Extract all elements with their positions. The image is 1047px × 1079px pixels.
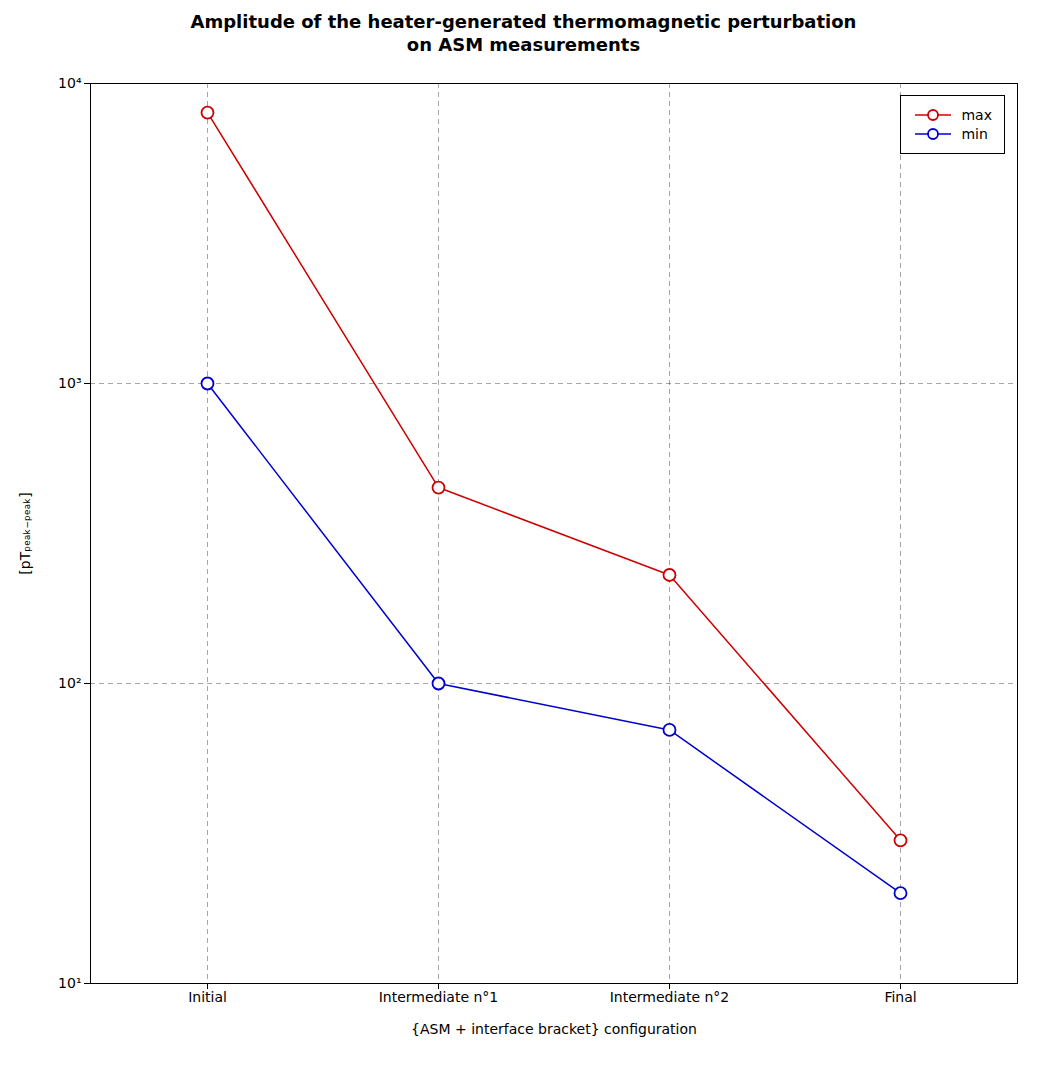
svg-text:10¹: 10¹ (58, 975, 81, 991)
svg-text:{ASM + interface bracket} conf: {ASM + interface bracket} configuration (411, 1020, 697, 1036)
svg-text:10²: 10² (58, 675, 81, 691)
svg-text:Initial: Initial (188, 989, 227, 1005)
svg-text:[pTₚₑₐₖ₋ₚₑₐₖ]: [pTₚₑₐₖ₋ₚₑₐₖ] (17, 492, 33, 574)
svg-text:10⁴: 10⁴ (58, 75, 82, 91)
html-text:min: min (961, 125, 988, 142)
svg-text:Intermediate n°2: Intermediate n°2 (610, 989, 730, 1005)
html-text:max: max (961, 106, 992, 123)
svg-text:10³: 10³ (58, 375, 81, 391)
svg-text:Final: Final (884, 989, 916, 1005)
html-text:Amplitude of the heater-genera: Amplitude of the heater-generated thermo… (190, 11, 857, 56)
svg-text:Intermediate n°1: Intermediate n°1 (379, 989, 499, 1005)
